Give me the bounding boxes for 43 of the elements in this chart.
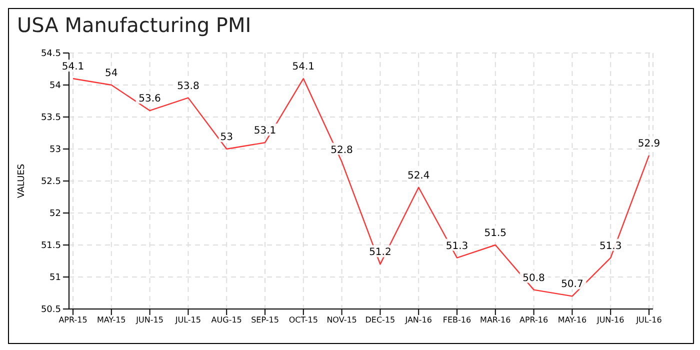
data-label: 52.4 <box>407 170 430 182</box>
data-label: 51.2 <box>369 247 392 258</box>
x-tick-label: JUN-15 <box>135 316 164 325</box>
x-tick-label: FEB-16 <box>442 316 472 325</box>
data-label: 51.5 <box>484 228 507 239</box>
y-tick-label: 50.5 <box>40 305 61 316</box>
x-tick-label: APR-15 <box>58 316 88 325</box>
x-tick-label: NOV-15 <box>326 316 357 325</box>
x-tick-label: AUG-15 <box>211 316 242 325</box>
y-tick-label: 54 <box>50 81 62 92</box>
data-label: 50.8 <box>522 272 545 284</box>
data-label: 53.6 <box>138 94 161 105</box>
data-label: 53 <box>220 132 233 143</box>
data-label: 54.1 <box>62 62 84 73</box>
data-label: 50.7 <box>561 279 584 290</box>
data-label: 51.3 <box>446 240 468 252</box>
x-tick-label: DEC-15 <box>365 316 396 325</box>
data-label: 53.8 <box>177 80 200 92</box>
x-tick-label: OCT-15 <box>288 316 318 325</box>
x-tick-label: MAY-16 <box>558 316 587 325</box>
x-tick-label: JUL-15 <box>174 316 202 325</box>
x-tick-label: APR-16 <box>519 316 548 325</box>
y-tick-label: 52.5 <box>40 177 61 188</box>
chart-title: USA Manufacturing PMI <box>17 13 252 37</box>
data-label: 54.1 <box>292 62 315 73</box>
data-label: 51.3 <box>599 240 622 252</box>
y-axis-title: VALUES <box>17 164 28 198</box>
data-label: 54 <box>105 68 118 79</box>
y-tick-label: 53.5 <box>40 113 61 124</box>
x-tick-label: MAR-16 <box>480 316 511 325</box>
y-tick-label: 51.5 <box>40 241 61 252</box>
data-label: 52.8 <box>330 144 353 156</box>
x-tick-label: SEP-15 <box>251 316 279 325</box>
x-tick-label: JAN-16 <box>404 316 432 325</box>
data-label: 52.9 <box>638 138 660 150</box>
x-tick-label: JUN-16 <box>596 316 624 325</box>
x-tick-label: MAY-15 <box>97 316 126 325</box>
data-label: 53.1 <box>254 126 276 137</box>
y-tick-label: 52 <box>50 209 61 220</box>
y-tick-label: 54.5 <box>40 49 61 60</box>
y-tick-label: 53 <box>50 145 61 156</box>
x-tick-label: JUL-16 <box>635 316 662 325</box>
y-tick-label: 51 <box>50 273 61 284</box>
